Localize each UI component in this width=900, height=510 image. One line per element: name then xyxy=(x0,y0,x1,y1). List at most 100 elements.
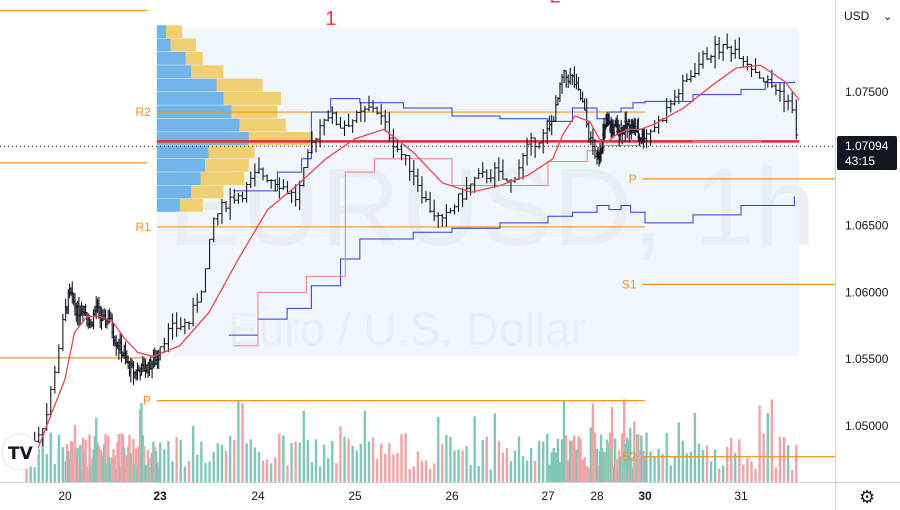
profile-sell-bar xyxy=(170,38,196,52)
pivot-level-label: S1 xyxy=(622,277,637,291)
volume-bar xyxy=(67,451,70,482)
profile-buy-bar xyxy=(156,51,186,65)
volume-bar xyxy=(762,433,765,482)
volume-bar xyxy=(290,442,293,482)
volume-bar xyxy=(83,451,86,482)
volume-bar xyxy=(314,439,318,482)
volume-bar xyxy=(412,466,415,482)
volume-bar xyxy=(560,439,564,482)
volume-bar xyxy=(575,449,578,482)
volume-bar xyxy=(709,461,713,482)
volume-bar xyxy=(420,460,424,482)
volume-bar xyxy=(204,463,207,482)
volume-bar xyxy=(643,456,646,482)
volume-bar xyxy=(689,451,693,482)
volume-bar xyxy=(163,449,166,482)
volume-bar xyxy=(677,422,680,482)
volume-bar xyxy=(69,440,73,482)
step-lines xyxy=(228,81,795,347)
volume-bar xyxy=(81,437,85,482)
profile-buy-bar xyxy=(156,65,192,79)
volume-bar xyxy=(477,466,480,482)
volume-bar xyxy=(600,448,604,482)
volume-bar xyxy=(721,465,725,482)
volume-bar xyxy=(441,444,444,482)
volume-bar xyxy=(379,443,383,482)
profile-sell-bar xyxy=(239,118,286,132)
volume-bar xyxy=(782,436,786,482)
volume-bar xyxy=(564,435,568,482)
volume-bar xyxy=(542,441,545,482)
volume-bar xyxy=(53,464,57,482)
volume-bar xyxy=(375,458,379,482)
volume-bar xyxy=(633,421,636,482)
volume-bar xyxy=(57,434,61,482)
volume-bar xyxy=(84,439,87,482)
time-axis[interactable]: 20 23 24 25 26 27 28 30 31 xyxy=(58,489,748,503)
price-axis[interactable]: 1.050001.055001.060001.065001.070001.075… xyxy=(845,85,889,433)
bar-countdown-label: 43:15 xyxy=(845,154,875,168)
profile-sell-bar xyxy=(216,78,263,92)
volume-bar xyxy=(144,464,147,482)
currency-dropdown-chevron-icon[interactable]: ⌄ xyxy=(883,10,892,23)
profile-buy-bar xyxy=(156,145,209,159)
profile-sell-bar xyxy=(191,65,224,79)
volume-bar xyxy=(132,439,135,482)
volume-bar xyxy=(306,440,310,482)
profile-sell-bar xyxy=(200,172,245,186)
volume-bar xyxy=(697,443,701,482)
volume-bar xyxy=(554,452,558,482)
volume-bar xyxy=(786,445,790,482)
volume-bar xyxy=(125,455,129,482)
volume-bar xyxy=(485,436,488,482)
volume-bar xyxy=(327,458,330,482)
volume-bar xyxy=(581,459,584,482)
volume-bar xyxy=(558,462,562,482)
volume-bar xyxy=(110,457,114,482)
volume-profile-region xyxy=(156,27,800,357)
time-tick-label: 30 xyxy=(638,489,652,503)
current-price-box xyxy=(837,136,897,170)
volume-bar xyxy=(294,441,297,482)
volume-bar xyxy=(137,446,140,482)
moving-average xyxy=(35,64,800,453)
profile-sell-bar xyxy=(208,145,255,159)
volume-bar xyxy=(649,451,652,482)
volume-bar xyxy=(501,452,505,482)
volume-bar xyxy=(85,466,89,482)
volume-bar xyxy=(758,405,761,482)
volume-bar xyxy=(449,436,452,482)
volume-bar xyxy=(371,437,375,482)
currency-label: USD xyxy=(844,9,870,23)
volume-bar xyxy=(734,452,737,482)
profile-buy-bar xyxy=(156,198,180,212)
volume-bar xyxy=(130,460,134,482)
volume-bar xyxy=(621,433,624,482)
volume-bar xyxy=(261,460,265,482)
volume-bar xyxy=(548,464,551,482)
volume-bar xyxy=(171,461,174,482)
volume-bar xyxy=(126,446,130,482)
volume-bar xyxy=(310,461,314,482)
volume-bar xyxy=(629,427,632,482)
volume-bar xyxy=(363,410,367,482)
volume-bar xyxy=(795,444,798,482)
volume-bar xyxy=(153,446,156,482)
volume-bar xyxy=(152,441,155,482)
volume-bar xyxy=(331,440,334,482)
ema-line xyxy=(35,64,800,453)
volume-bar xyxy=(497,440,501,482)
profile-buy-bar xyxy=(156,158,206,172)
volume-bar xyxy=(562,400,566,482)
volume-bar xyxy=(437,416,440,482)
volume-bar xyxy=(175,437,178,482)
volume-bar xyxy=(355,450,358,482)
volume-bar xyxy=(87,469,90,482)
volume-bar xyxy=(79,444,82,482)
profile-sell-bar xyxy=(191,185,224,199)
tradingview-logo[interactable]: TV xyxy=(1,433,39,471)
volume-bar xyxy=(149,457,152,482)
volume-bar xyxy=(196,454,199,482)
settings-gear-icon[interactable]: ⚙ xyxy=(859,487,875,508)
